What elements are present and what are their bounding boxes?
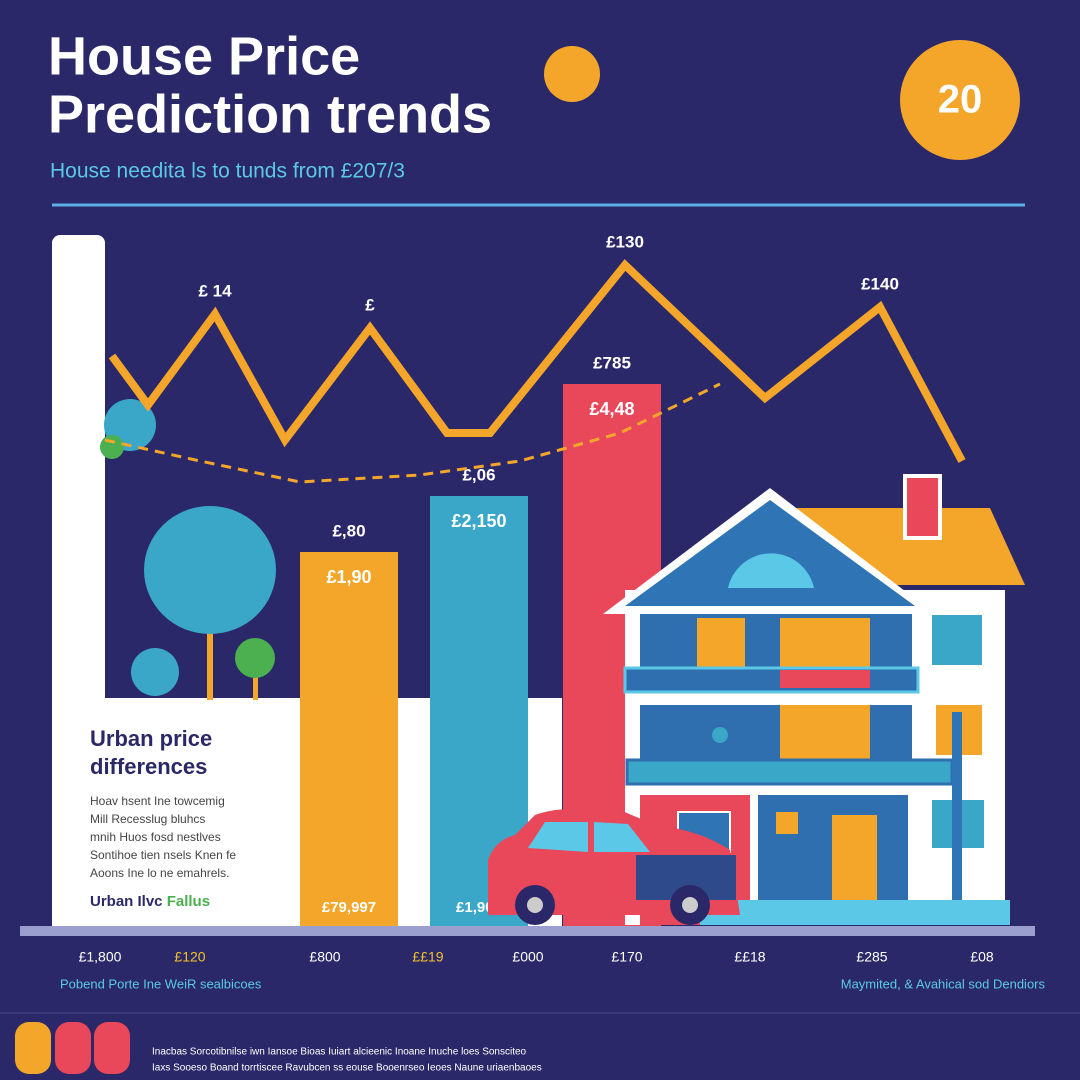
panel-tag-green: Fallus [167, 893, 210, 910]
x-tick-label: £000 [512, 949, 543, 965]
panel-text: Sontihoe tien nsels Knen fe [90, 848, 236, 862]
x-tick-label: £120 [174, 949, 205, 965]
point-label: £ 14 [198, 281, 232, 300]
panel-text: Aoons Ine lo ne emahrels. [90, 866, 229, 880]
panel-title: differences [90, 754, 207, 779]
x-tick-label: ££19 [412, 949, 443, 965]
tree [100, 435, 124, 459]
decor-pill [55, 1022, 91, 1074]
point-label: £140 [861, 274, 899, 293]
panel-tag: Urban Ilvc [90, 893, 163, 910]
bar-inside-label: £2,150 [451, 511, 506, 531]
x-tick-label: £285 [856, 949, 887, 965]
note: Pobend Porte Ine WeiR sealbicoes [60, 976, 262, 991]
decor-dot [544, 46, 600, 102]
axis-panel [52, 235, 105, 705]
x-tick-label: ££18 [734, 949, 765, 965]
bar-value-label: £785 [593, 353, 631, 372]
x-tick-label: £08 [970, 949, 994, 965]
bar-value-label: £,06 [462, 465, 495, 484]
badge-text: 20 [938, 78, 983, 122]
bar-inside-label: £1,90 [326, 567, 371, 587]
title: House Price [48, 26, 360, 86]
bar-inside-label: £4,48 [589, 399, 634, 419]
bar-value-label: £,80 [332, 521, 365, 540]
title: Prediction trends [48, 84, 492, 144]
baseline [20, 926, 1035, 936]
footer: Iaxs Sooeso Boand torrtiscee Ravubcen ss… [152, 1063, 542, 1074]
x-tick-label: £170 [611, 949, 642, 965]
panel-text: Hoav hsent Ine towcemig [90, 794, 225, 808]
price-line [108, 259, 966, 463]
tree [235, 638, 275, 678]
bar-bottom-label: £79,997 [322, 899, 376, 916]
panel-tag: Urban Ilvc Fallus [90, 893, 210, 910]
point-label: £130 [606, 232, 644, 251]
x-tick-label: £1,800 [79, 949, 122, 965]
car [488, 808, 740, 925]
x-tick-label: £800 [309, 949, 340, 965]
decor-pill [15, 1022, 51, 1074]
panel-text: Mill Recesslug bluhcs [90, 812, 205, 826]
point-label: £ [365, 295, 375, 314]
badge [900, 40, 1020, 160]
panel-title: Urban price [90, 726, 212, 751]
panel-text: mnih Huos fosd nestlves [90, 830, 221, 844]
bar [300, 552, 398, 930]
footer: Inacbas Sorcotibnilse iwn Iansoe Bioas I… [152, 1047, 527, 1058]
tree [131, 648, 179, 696]
subtitle: House needita ls to tunds from £207/3 [50, 160, 405, 183]
decor-pill [94, 1022, 130, 1074]
note: Maymited, & Avahical sod Dendiors [841, 976, 1046, 991]
tree [144, 506, 276, 634]
tree-trunk [207, 600, 213, 700]
